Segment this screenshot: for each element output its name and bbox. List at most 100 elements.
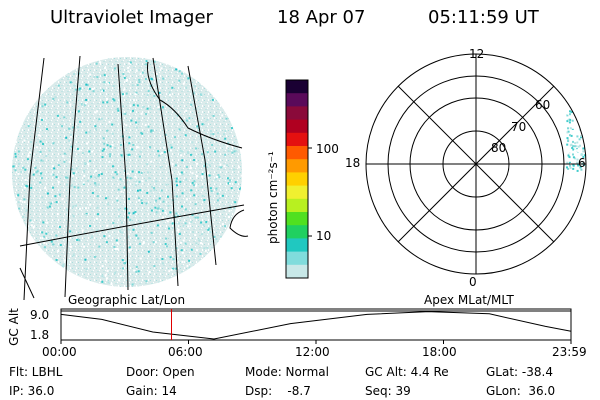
speckle (175, 195, 178, 198)
speckle (171, 86, 174, 89)
speckle (65, 208, 68, 211)
speckle (17, 150, 20, 153)
gc-alt-readout: GC Alt: 4.4 Re (365, 365, 449, 379)
colorbar-segment (286, 132, 308, 147)
speckle (215, 187, 218, 190)
speckle (147, 250, 150, 253)
speckle (63, 116, 66, 119)
speckle (26, 158, 29, 161)
speckle (107, 203, 110, 206)
speckle (217, 132, 220, 134)
speckle (578, 156, 581, 159)
speckle (133, 99, 135, 102)
speckle (77, 110, 80, 113)
speckle (106, 196, 109, 199)
speckle (129, 248, 132, 251)
speckle (574, 149, 576, 152)
speckle (135, 146, 138, 149)
speckle (221, 223, 224, 226)
speckle (583, 126, 585, 128)
speckle (224, 130, 227, 132)
speckle (18, 162, 20, 165)
speckle (158, 108, 161, 111)
speckle (574, 157, 577, 160)
speckle (135, 265, 138, 268)
speckle (224, 153, 227, 156)
speckle (582, 150, 585, 153)
speckle (35, 146, 38, 149)
speckle (109, 153, 112, 156)
speckle (215, 175, 218, 178)
speckle (573, 145, 576, 148)
speckle (55, 176, 58, 179)
speckle (181, 261, 184, 263)
speckle (164, 211, 167, 214)
speckle (231, 127, 233, 130)
speckle (145, 202, 148, 205)
speckle (234, 181, 237, 184)
speckle (572, 153, 574, 156)
colorbar-segment (286, 264, 308, 279)
speckle (102, 101, 105, 104)
mode-readout: Mode: Normal (245, 365, 329, 379)
speckle (152, 241, 155, 244)
longitude-line (187, 65, 217, 266)
speckle (52, 173, 55, 176)
speckle (186, 264, 189, 267)
speckle (146, 107, 149, 110)
speckle (48, 201, 51, 204)
speckle (582, 130, 585, 133)
polar-diagonal (397, 85, 555, 243)
speckle (138, 171, 140, 174)
speckle (194, 234, 197, 236)
speckle (46, 128, 48, 131)
speckle (112, 176, 115, 179)
speckle (105, 277, 108, 280)
speckle (138, 117, 141, 120)
speckle (150, 209, 153, 212)
speckle (175, 177, 178, 180)
speckle (137, 270, 140, 273)
speckle (580, 136, 582, 139)
timeline-right-label: Apex MLat/MLT (424, 293, 514, 307)
speckle (83, 245, 86, 248)
speckle (178, 233, 181, 235)
speckle (193, 194, 196, 197)
speckle (53, 167, 56, 170)
speckle (103, 81, 106, 84)
speckle (54, 195, 57, 198)
speckle (577, 150, 580, 153)
colorbar-segment (286, 93, 308, 107)
speckle (163, 151, 166, 154)
speckle (46, 192, 49, 195)
speckle (154, 206, 157, 209)
speckle (140, 199, 143, 202)
speckle (172, 258, 175, 261)
speckle (182, 224, 185, 227)
speckle (580, 122, 582, 125)
speckle (125, 260, 128, 263)
speckle (147, 125, 150, 128)
speckle (147, 171, 150, 174)
speckle (14, 169, 17, 172)
speckle (184, 208, 187, 211)
speckle (128, 136, 131, 139)
speckle (61, 198, 64, 201)
speckle (200, 92, 203, 95)
speckle (163, 146, 166, 149)
speckle (94, 176, 97, 179)
speckle (572, 164, 575, 167)
speckle (155, 73, 158, 76)
colorbar-frame (285, 79, 309, 279)
speckle (584, 140, 586, 143)
speckle (135, 180, 138, 183)
speckle (572, 126, 574, 129)
speckle (125, 92, 128, 95)
speckle (128, 153, 131, 156)
speckle (178, 172, 181, 175)
speckle (42, 160, 45, 162)
speckle (69, 230, 72, 233)
speckle (63, 152, 66, 155)
speckle (106, 269, 109, 272)
colorbar-segment (286, 172, 308, 187)
